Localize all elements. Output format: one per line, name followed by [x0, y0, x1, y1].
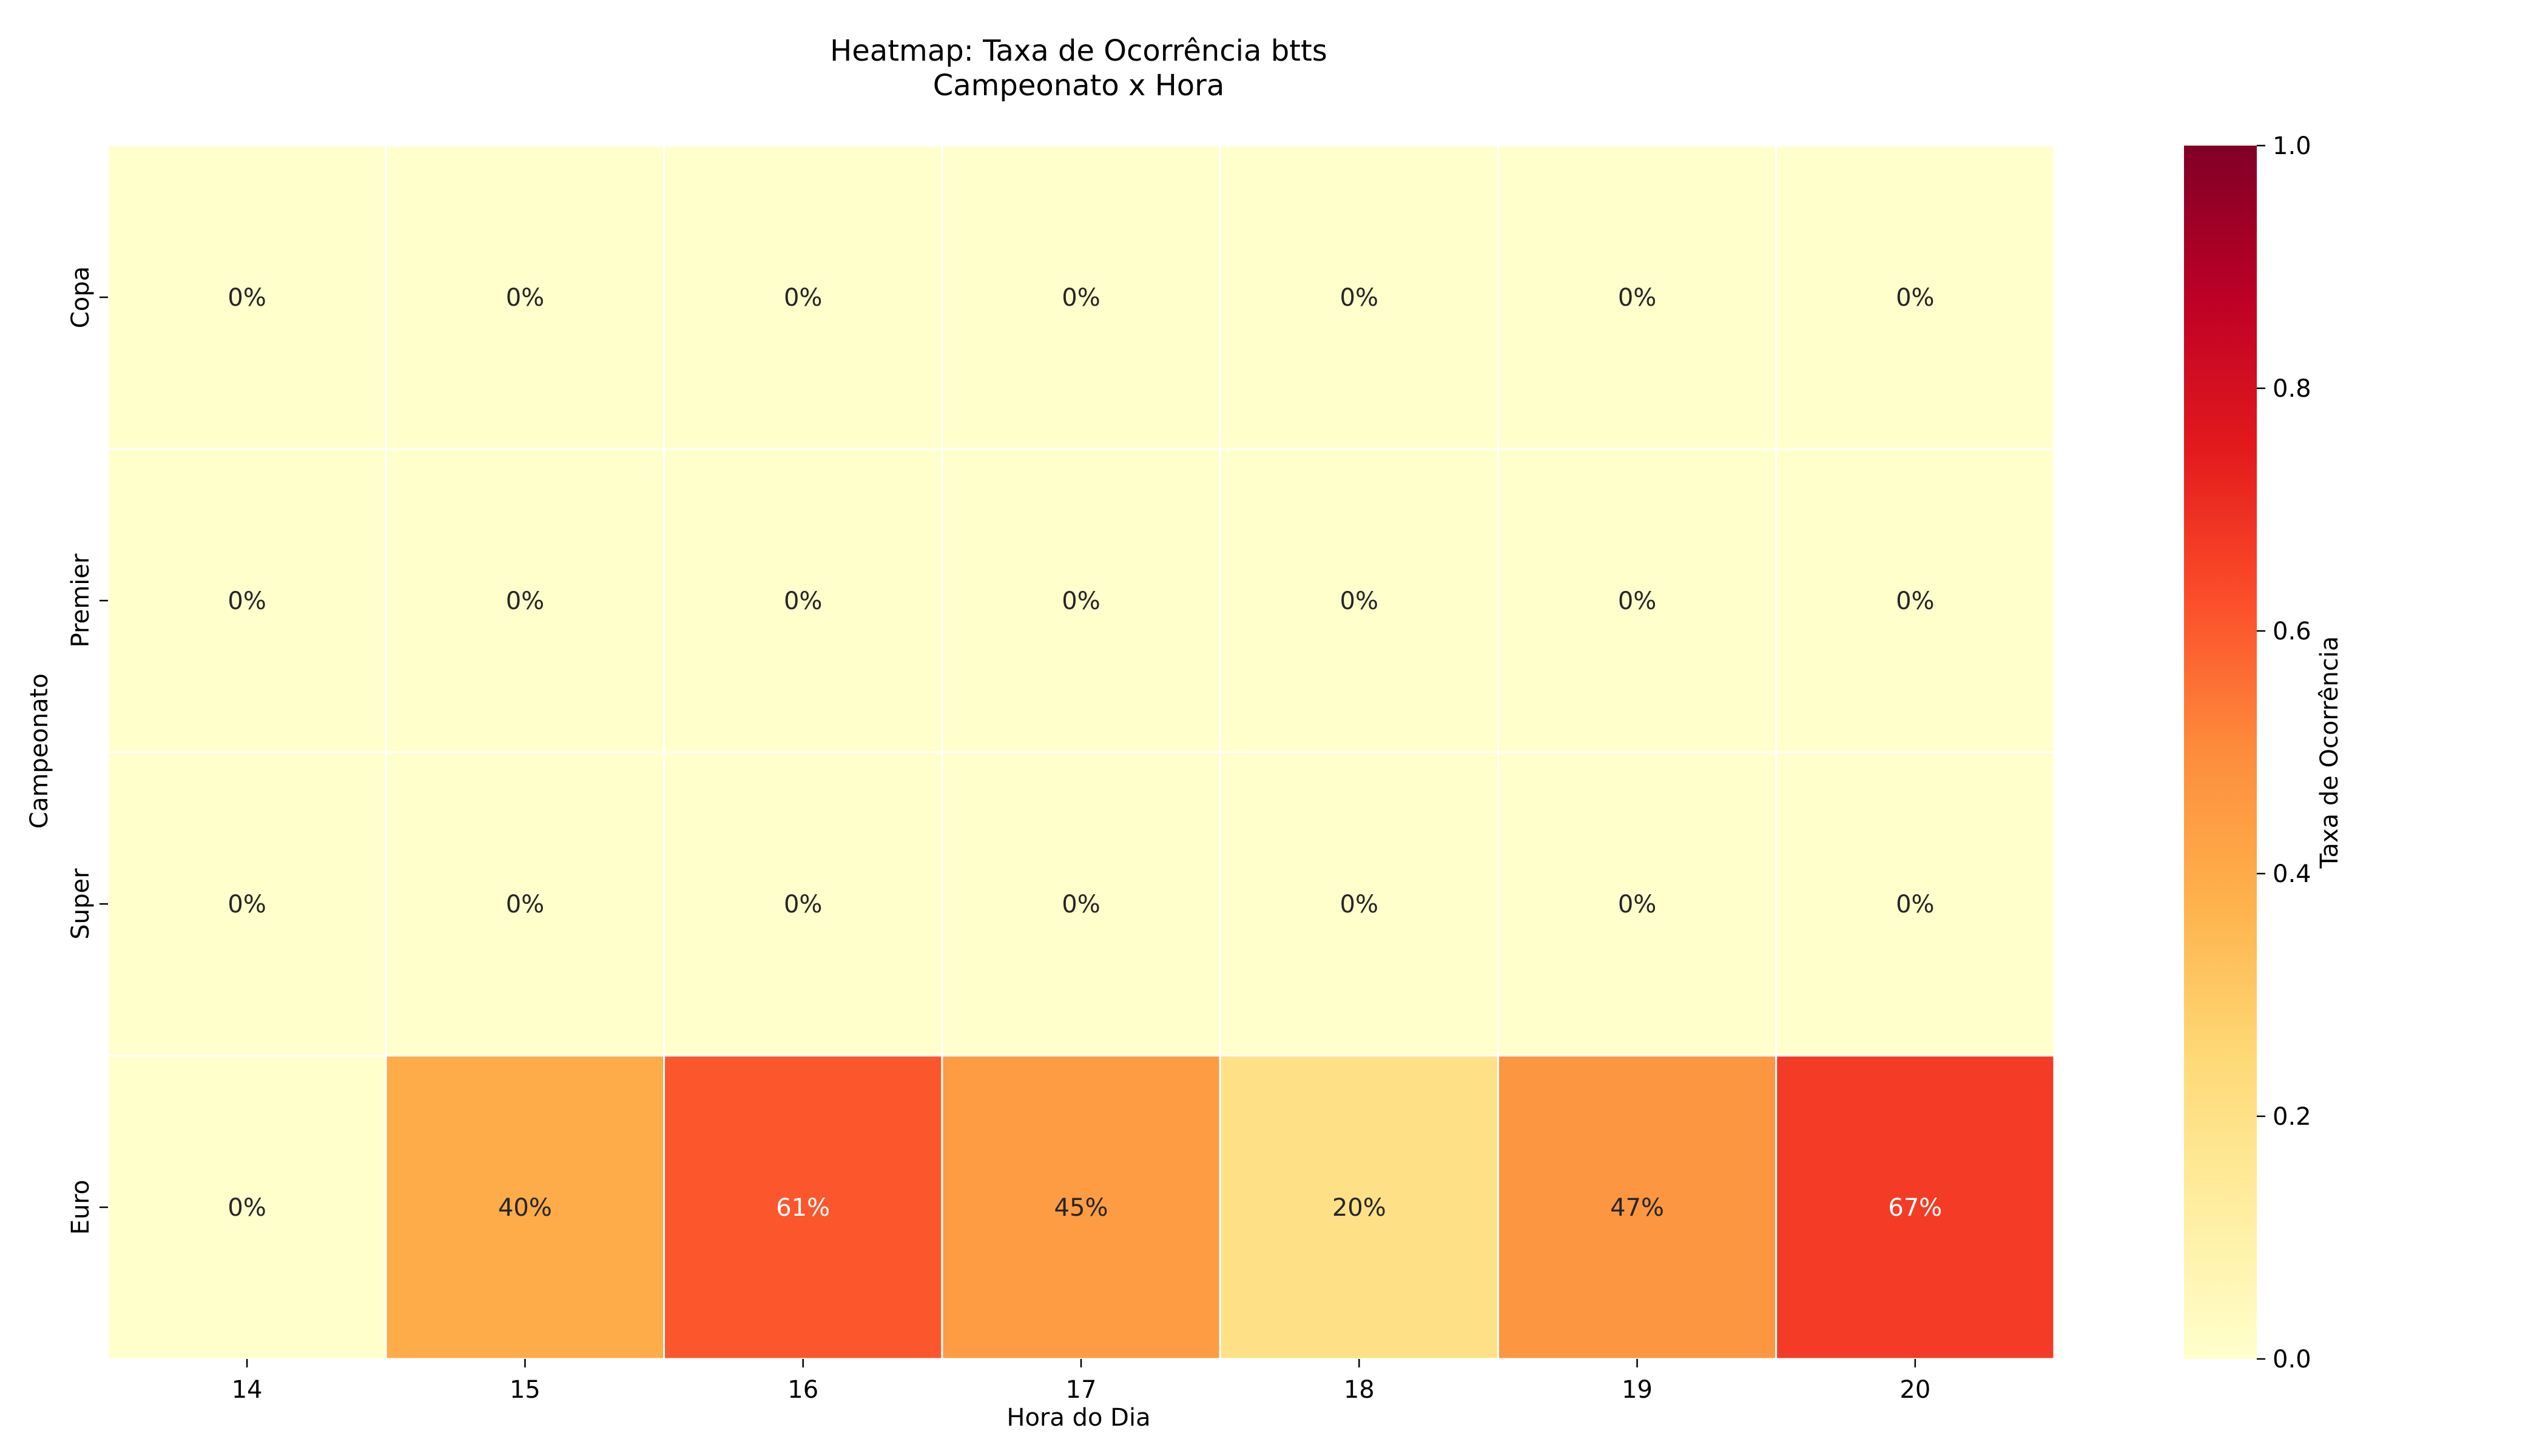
cell-label: 0%: [506, 891, 544, 918]
heatmap-cell: [941, 751, 1221, 1057]
heatmap-cell: [107, 448, 387, 753]
cell-label: 0%: [1896, 284, 1934, 312]
heatmap-cell: [385, 144, 666, 450]
y-axis-label: Campeonato: [25, 673, 53, 829]
heatmap-cell: [107, 751, 387, 1057]
heatmap-cell: [1775, 1054, 2055, 1360]
heatmap-cell: [1497, 144, 1778, 450]
x-axis-label: Hora do Dia: [1006, 1404, 1150, 1432]
heatmap-cell: [107, 144, 387, 450]
cell-label: 0%: [1340, 284, 1378, 312]
chart-title: Heatmap: Taxa de Ocorrência btts: [830, 34, 1327, 68]
heatmap-cell: [1497, 1054, 1778, 1360]
cell-label: 0%: [228, 587, 266, 615]
x-tick-label: 17: [1066, 1376, 1097, 1404]
x-axis: 14 15 16 17 18 19 20: [232, 1359, 1930, 1404]
heatmap-cell: [941, 144, 1221, 450]
cell-label: 0%: [784, 587, 822, 615]
heatmap-cell: [1775, 144, 2055, 450]
cell-label: 0%: [1618, 891, 1656, 918]
cell-label: 0%: [1896, 587, 1934, 615]
cell-label: 45%: [1054, 1194, 1108, 1222]
cell-label: 0%: [228, 284, 266, 312]
heatmap-cell: [1219, 448, 1499, 753]
heatmap-cell: [385, 751, 666, 1057]
cell-label: 0%: [228, 891, 266, 918]
y-tick-label: Copa: [67, 266, 95, 328]
cell-label: 0%: [1062, 891, 1100, 918]
colorbar-tick-label: 0.4: [2273, 860, 2311, 888]
colorbar-tick-label: 1.0: [2273, 132, 2311, 160]
x-tick-label: 14: [232, 1376, 263, 1404]
heatmap-cell: [107, 1054, 387, 1360]
heatmap-cell-labels: 0% 0% 0% 0% 0% 0% 0% 0% 0% 0% 0% 0% 0% 0% 0% 0% 0% 0% 0% 0%…: [228, 284, 1942, 1222]
heatmap-cell: [1497, 448, 1778, 753]
heatmap-cell: [1775, 448, 2055, 753]
heatmap-cell: [1497, 751, 1778, 1057]
colorbar-tick-label: 0.2: [2273, 1103, 2311, 1131]
heatmap-cell: [1219, 751, 1499, 1057]
cell-label: 0%: [784, 284, 822, 312]
colorbar-ticks: 0.0 0.2 0.4 0.6 0.8 1.0: [2257, 132, 2311, 1373]
cell-label: 47%: [1610, 1194, 1664, 1222]
y-axis: Copa Premier Super Euro: [67, 266, 108, 1235]
cell-label: 0%: [1618, 587, 1656, 615]
cell-label: 0%: [1340, 587, 1378, 615]
cell-label: 0%: [228, 1194, 266, 1222]
cell-label: 0%: [1062, 587, 1100, 615]
heatmap-cell: [385, 1054, 666, 1360]
x-tick-label: 15: [510, 1376, 541, 1404]
cell-label: 0%: [1618, 284, 1656, 312]
heatmap-cell: [663, 751, 943, 1057]
cell-label: 61%: [776, 1194, 830, 1222]
cell-label: 40%: [498, 1194, 552, 1222]
y-tick-label: Euro: [67, 1180, 95, 1235]
heatmap-cells: [107, 144, 2055, 1360]
heatmap-cell: [1219, 1054, 1499, 1360]
heatmap-cell: [941, 1054, 1221, 1360]
colorbar-tick-label: 0.6: [2273, 618, 2311, 645]
heatmap-cell: [1219, 144, 1499, 450]
cell-label: 0%: [1896, 891, 1934, 918]
colorbar-tick-label: 0.8: [2273, 375, 2311, 403]
cell-label: 0%: [1340, 891, 1378, 918]
heatmap-cell: [663, 448, 943, 753]
colorbar-label: Taxa de Ocorrência: [2316, 636, 2344, 869]
y-tick-label: Super: [67, 868, 95, 940]
cell-label: 67%: [1888, 1194, 1942, 1222]
x-tick-label: 18: [1344, 1376, 1375, 1404]
x-tick-label: 19: [1622, 1376, 1653, 1404]
cell-label: 0%: [506, 587, 544, 615]
colorbar-tick-label: 0.0: [2273, 1346, 2311, 1373]
x-tick-label: 20: [1899, 1376, 1930, 1404]
colorbar: [2184, 146, 2257, 1359]
cell-label: 0%: [1062, 284, 1100, 312]
cell-label: 20%: [1332, 1194, 1386, 1222]
cell-label: 0%: [784, 891, 822, 918]
heatmap-cell: [1775, 751, 2055, 1057]
heatmap-cell: [663, 144, 943, 450]
y-tick-label: Premier: [67, 553, 95, 647]
x-tick-label: 16: [787, 1376, 818, 1404]
chart-subtitle: Campeonato x Hora: [933, 69, 1225, 103]
cell-label: 0%: [506, 284, 544, 312]
